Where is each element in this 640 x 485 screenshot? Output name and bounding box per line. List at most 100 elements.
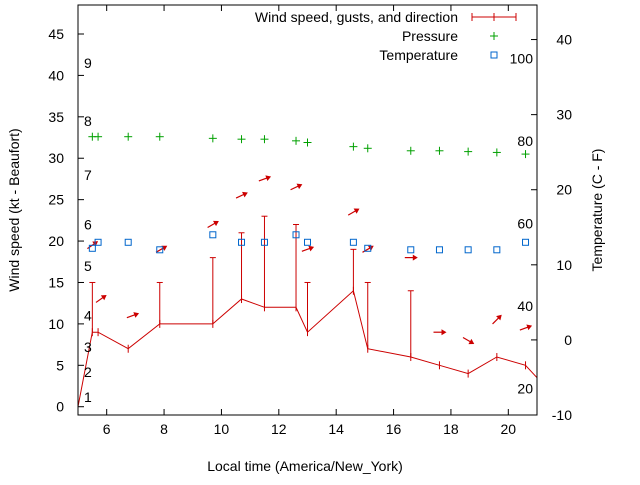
x-tick-label: 12 — [271, 421, 287, 437]
x-tick-label: 20 — [501, 421, 517, 437]
y2-tick-label: 20 — [556, 182, 572, 198]
pressure-point — [260, 135, 269, 144]
temperature-point — [124, 238, 132, 246]
temperature-point — [238, 238, 246, 246]
wind-direction-arrow — [347, 208, 360, 216]
arrow-head — [441, 329, 447, 336]
temperature-point — [260, 238, 268, 246]
y2-tick-label: -10 — [552, 407, 572, 423]
y-tick-label: 35 — [48, 109, 64, 125]
y-tick-label: 20 — [48, 233, 64, 249]
arrow-head — [296, 183, 303, 190]
temperature-point — [94, 238, 102, 246]
inner-scale-labels: 1 2 3 4 5 6 7 8 9 20 40 60 80 100 — [84, 50, 533, 404]
arrow-head — [496, 314, 502, 321]
y2-tick-label: 10 — [556, 257, 572, 273]
pressure-point — [464, 147, 473, 156]
arrow-head — [353, 208, 360, 214]
beaufort-label: 9 — [84, 55, 92, 71]
fahrenheit-label: 100 — [510, 50, 534, 66]
temperature-point — [464, 246, 472, 254]
temperature-point — [88, 244, 96, 252]
beaufort-label: 3 — [84, 339, 92, 355]
pressure-point — [94, 132, 103, 141]
temperature-point — [522, 238, 530, 246]
wind-direction-arrow — [235, 191, 248, 199]
x-tick-label: 10 — [214, 421, 230, 437]
arrow-head — [133, 312, 140, 318]
beaufort-label: 6 — [84, 216, 92, 232]
fahrenheit-label: 60 — [517, 216, 533, 232]
y-tick-label: 10 — [48, 316, 64, 332]
y-tick-label: 45 — [48, 26, 64, 42]
temperature-series-group — [88, 231, 530, 254]
legend-swatch-temperature — [490, 51, 498, 59]
y2-tick-label: 40 — [556, 32, 572, 48]
temperature-point — [407, 246, 415, 254]
y-tick-label: 0 — [56, 399, 64, 415]
wind-direction-arrow — [433, 329, 447, 336]
y-tick-label: 40 — [48, 67, 64, 83]
y2-tick-label: 0 — [564, 332, 572, 348]
x-tick-label: 8 — [160, 421, 168, 437]
y-tick-label: 5 — [56, 357, 64, 373]
y-tick-label: 15 — [48, 274, 64, 290]
pressure-point — [124, 132, 133, 141]
wind-direction-arrow — [519, 324, 533, 331]
plot-frame — [77, 4, 538, 416]
wind-direction-arrow — [258, 175, 272, 182]
arrow-head — [308, 245, 315, 252]
fahrenheit-label: 40 — [517, 298, 533, 314]
pressure-point — [435, 146, 444, 155]
pressure-point — [406, 146, 415, 155]
wind-direction-arrow — [290, 183, 303, 191]
pressure-point — [363, 144, 372, 153]
beaufort-label: 4 — [84, 308, 92, 324]
beaufort-label: 2 — [84, 364, 92, 380]
x-tick-label: 6 — [103, 421, 111, 437]
beaufort-label: 8 — [84, 113, 92, 129]
x-axis-title: Local time (America/New_York) — [207, 458, 403, 474]
x-tick-label: 16 — [386, 421, 402, 437]
beaufort-label: 7 — [84, 167, 92, 183]
y2-tick-label: 30 — [556, 107, 572, 123]
pressure-point — [492, 148, 501, 157]
temperature-point — [292, 231, 300, 239]
legend: Wind speed, gusts, and direction Pressur… — [255, 9, 517, 63]
wind-speed-line — [77, 289, 538, 407]
legend-label-pressure: Pressure — [402, 28, 458, 44]
beaufort-label: 5 — [84, 258, 92, 274]
pressure-point — [237, 135, 246, 144]
arrow-head — [100, 294, 107, 301]
beaufort-label: 1 — [84, 389, 92, 405]
pressure-point — [303, 138, 312, 147]
arrow-head — [265, 175, 272, 182]
wind-direction-arrow — [126, 312, 140, 319]
temperature-point — [435, 246, 443, 254]
y-tick-label: 25 — [48, 192, 64, 208]
pressure-point — [521, 150, 530, 159]
x-tick-label: 14 — [328, 421, 344, 437]
pressure-series-group — [88, 132, 530, 159]
legend-label-temperature: Temperature — [379, 47, 458, 63]
pressure-point — [208, 134, 217, 143]
wind-direction-arrow — [492, 314, 502, 325]
wind-direction-arrow — [404, 254, 418, 261]
fahrenheit-label: 80 — [517, 133, 533, 149]
wind-direction-arrow — [462, 336, 475, 345]
y2-axis-title: Temperature (C - F) — [589, 149, 605, 272]
temperature-point — [209, 231, 217, 239]
wind-direction-arrow — [301, 245, 315, 252]
arrow-head — [242, 191, 248, 198]
wind-direction-arrow — [207, 220, 219, 229]
x-tick-label: 18 — [443, 421, 459, 437]
temperature-point — [349, 238, 357, 246]
arrow-head — [526, 324, 533, 331]
legend-label-wind: Wind speed, gusts, and direction — [255, 9, 458, 25]
fahrenheit-label: 20 — [517, 381, 533, 397]
temperature-point — [364, 244, 372, 252]
y-axis-title: Wind speed (kt - Beaufort) — [6, 128, 22, 291]
